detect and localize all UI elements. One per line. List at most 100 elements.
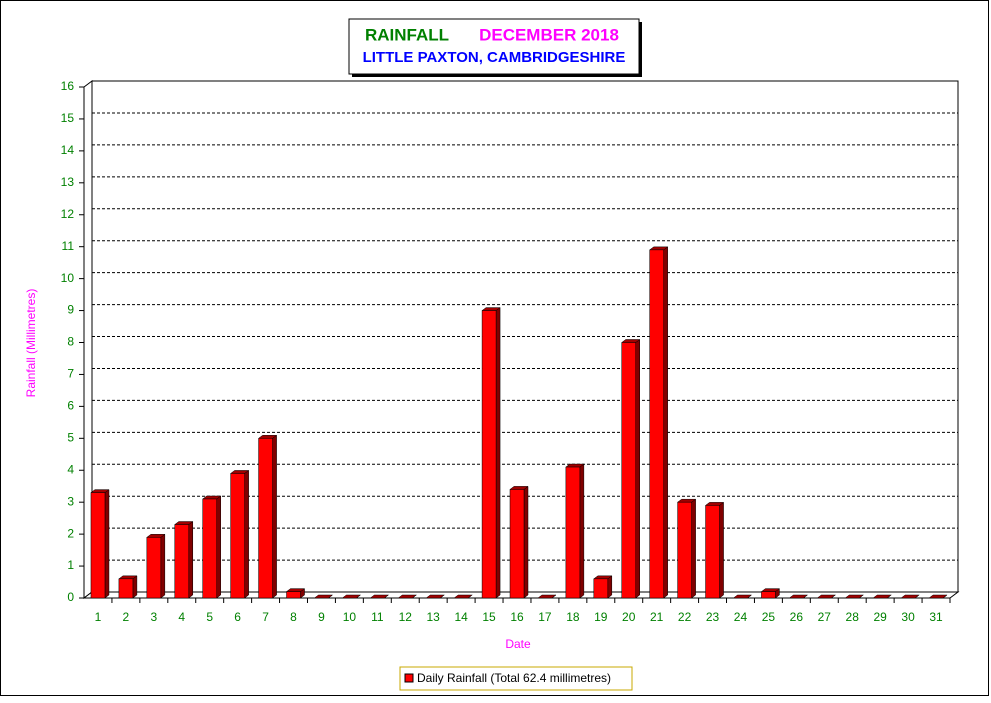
bar-side: [216, 495, 221, 599]
y-tick-label: 12: [61, 207, 75, 221]
x-tick-label: 17: [538, 610, 552, 624]
x-tick-label: 9: [318, 610, 325, 624]
bar: [649, 249, 664, 599]
legend-swatch: [404, 673, 414, 683]
x-tick-label: 25: [762, 610, 776, 624]
bar-side: [663, 246, 668, 599]
x-tick-label: 27: [818, 610, 832, 624]
y-tick-label: 1: [67, 558, 74, 572]
x-tick-label: 6: [234, 610, 241, 624]
bar-top: [788, 594, 809, 599]
bar: [761, 591, 776, 599]
bar-side: [495, 307, 501, 599]
legend-label: Daily Rainfall (Total 62.4 millimetres): [417, 671, 611, 685]
bar: [565, 466, 581, 599]
bar-top: [537, 594, 557, 599]
bar-top: [928, 594, 948, 599]
bar-top: [844, 594, 864, 599]
x-tick-label: 4: [178, 610, 185, 624]
x-tick-label: 23: [706, 610, 720, 624]
x-tick-label: 18: [566, 610, 580, 624]
bar-side: [160, 533, 166, 599]
bar-side: [104, 489, 110, 599]
bar: [90, 492, 106, 599]
x-tick-label: 1: [95, 610, 102, 624]
x-tick-label: 12: [399, 610, 413, 624]
x-tick-label: 24: [734, 610, 748, 624]
y-tick-label: 13: [61, 175, 75, 189]
bar: [286, 591, 301, 599]
chart-title-date: DECEMBER 2018: [479, 25, 619, 44]
bar: [174, 524, 190, 599]
bar: [230, 473, 245, 599]
y-tick-label: 5: [67, 430, 74, 444]
x-tick-label: 3: [150, 610, 157, 624]
x-tick-label: 2: [123, 610, 130, 624]
bar-top: [900, 594, 920, 599]
bar-top: [732, 594, 753, 599]
y-tick-label: 11: [62, 239, 75, 253]
y-axis-title: Rainfall (Millimetres): [24, 289, 38, 398]
x-tick-label: 31: [929, 610, 943, 624]
bar-side: [635, 339, 640, 599]
bar-top: [313, 594, 334, 599]
x-tick-label: 7: [262, 610, 269, 624]
x-tick-label: 20: [622, 610, 636, 624]
bar: [677, 501, 692, 599]
bar-top: [872, 594, 892, 599]
x-tick-label: 14: [454, 610, 468, 624]
y-tick-label: 10: [61, 271, 75, 285]
y-tick-label: 3: [67, 494, 74, 508]
y-tick-label: 4: [67, 462, 74, 476]
bar-top: [341, 594, 362, 599]
chart-subtitle: LITTLE PAXTON, CAMBRIDGESHIRE: [363, 49, 626, 66]
x-tick-label: 30: [901, 610, 915, 624]
x-tick-label: 15: [482, 610, 496, 624]
bar: [705, 505, 720, 599]
bar-side: [272, 434, 277, 599]
x-tick-label: 28: [846, 610, 860, 624]
bar: [621, 342, 636, 599]
y-tick-label: 6: [67, 399, 74, 413]
bar-top: [397, 594, 418, 599]
y-tick-label: 15: [61, 111, 75, 125]
y-tick-label: 8: [67, 335, 74, 349]
bar-side: [188, 521, 194, 599]
x-tick-label: 29: [873, 610, 887, 624]
bar-top: [425, 594, 445, 599]
bar: [118, 578, 134, 599]
y-tick-label: 0: [67, 590, 74, 604]
x-tick-label: 16: [510, 610, 524, 624]
bar: [146, 537, 162, 599]
bar-top: [816, 594, 837, 599]
bar-top: [369, 594, 390, 599]
bar-side: [579, 463, 585, 599]
title-box: [348, 18, 640, 75]
y-tick-label: 9: [67, 303, 74, 317]
x-axis-title: Date: [505, 637, 531, 651]
x-tick-label: 22: [678, 610, 692, 624]
bar: [258, 438, 273, 599]
bar-top: [453, 594, 473, 599]
bar-side: [244, 469, 249, 599]
x-tick-label: 21: [650, 610, 664, 624]
bar: [202, 498, 217, 599]
bar-side: [523, 485, 529, 599]
x-tick-label: 5: [206, 610, 213, 624]
legend-box: [399, 666, 633, 691]
x-tick-label: 11: [371, 610, 384, 624]
x-tick-label: 8: [290, 610, 297, 624]
bar: [509, 489, 525, 599]
bar-side: [607, 575, 613, 599]
bar-side: [719, 501, 724, 599]
x-tick-label: 13: [427, 610, 441, 624]
y-tick-label: 16: [61, 79, 75, 93]
y-tick-label: 14: [61, 143, 75, 157]
x-tick-label: 19: [594, 610, 608, 624]
bar-side: [691, 498, 696, 599]
x-tick-label: 26: [790, 610, 804, 624]
chart-title: RAINFALL: [365, 25, 449, 44]
bar-side: [132, 575, 138, 599]
bar: [481, 310, 497, 599]
